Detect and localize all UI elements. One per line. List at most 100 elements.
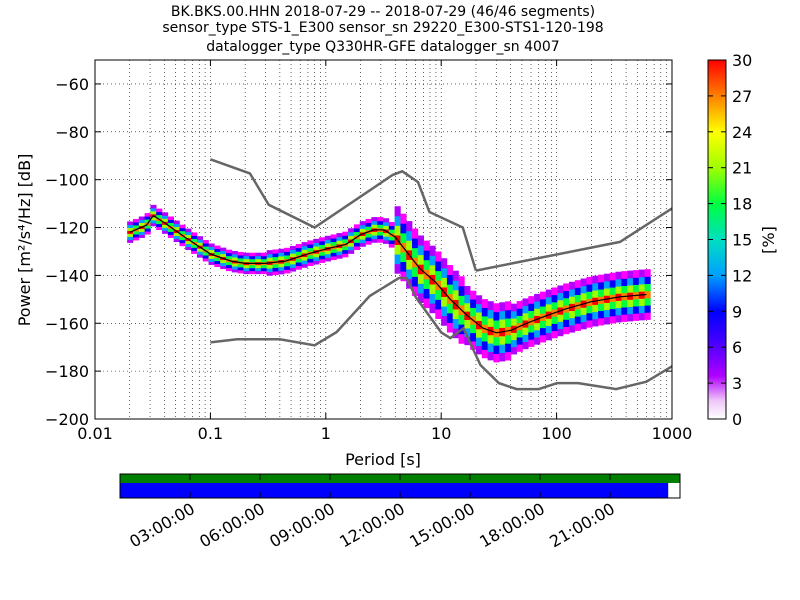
psd-cell xyxy=(179,224,186,229)
psd-cell xyxy=(144,228,151,232)
psd-cell xyxy=(196,239,204,243)
psd-cell xyxy=(272,249,279,254)
colorbar-tick-label: 0 xyxy=(732,410,742,429)
psd-cell xyxy=(609,301,616,310)
psd-cell xyxy=(603,309,611,318)
psd-cell xyxy=(336,254,343,259)
psd-cell xyxy=(510,303,517,312)
noise-model-low-line xyxy=(210,276,672,391)
psd-cell xyxy=(516,336,523,345)
psd-cell xyxy=(342,246,349,251)
psd-cell xyxy=(446,303,454,314)
psd-cell xyxy=(569,317,576,326)
psd-cell xyxy=(470,299,477,308)
psd-cell xyxy=(336,251,343,256)
psd-cell xyxy=(278,266,285,271)
psd-cell xyxy=(481,341,488,350)
psd-cell xyxy=(406,259,413,270)
psd-cell xyxy=(243,255,250,260)
psd-cell xyxy=(394,225,401,236)
psd-cell xyxy=(231,262,238,267)
psd-cell xyxy=(574,308,581,317)
psd-cell xyxy=(609,279,616,288)
x-tick-label: 0.01 xyxy=(77,424,113,443)
psd-cell xyxy=(452,308,459,320)
psd-cell xyxy=(569,296,576,304)
psd-cell xyxy=(586,305,593,314)
psd-cell xyxy=(289,267,297,272)
psd-cell xyxy=(598,317,605,326)
psd-cell xyxy=(330,252,337,257)
psd-cell xyxy=(231,256,238,261)
psd-cell xyxy=(301,249,308,254)
psd-cell xyxy=(127,239,134,243)
psd-cell xyxy=(266,268,273,273)
psd-cell xyxy=(144,219,151,223)
psd-cell xyxy=(441,315,448,326)
psd-cell xyxy=(249,255,256,260)
psd-cell xyxy=(493,353,500,363)
psd-cell xyxy=(243,267,250,272)
psd-cell xyxy=(429,284,436,295)
psd-cell xyxy=(214,260,221,265)
psd-cell xyxy=(185,228,192,233)
psd-cell xyxy=(423,250,430,261)
psd-cell xyxy=(522,341,529,350)
chart-title-line-1: BK.BKS.00.HHN 2018-07-29 -- 2018-07-29 (… xyxy=(171,4,595,20)
psd-cell xyxy=(319,244,326,249)
noise-model-high-lf-line xyxy=(475,207,672,272)
psd-cell xyxy=(481,349,488,359)
psd-cell xyxy=(522,298,529,307)
psd-cell xyxy=(138,234,145,238)
psd-cell xyxy=(179,242,186,247)
psd-cell xyxy=(196,242,204,246)
psd-cell xyxy=(394,244,401,255)
psd-cell xyxy=(324,239,331,244)
psd-cell xyxy=(167,219,174,223)
segment-bar xyxy=(120,483,669,498)
psd-cell xyxy=(400,213,407,224)
psd-cell xyxy=(307,258,314,263)
psd-cell xyxy=(301,260,308,265)
psd-cell xyxy=(249,252,256,257)
psd-cell xyxy=(441,296,448,307)
psd-cell xyxy=(237,266,244,271)
psd-cell xyxy=(632,298,640,307)
colorbar-tick-label: 9 xyxy=(732,302,742,321)
psd-cell xyxy=(638,283,645,292)
psd-cell xyxy=(220,265,227,270)
psd-cell xyxy=(208,258,215,262)
psd-cell xyxy=(423,298,430,309)
psd-cell xyxy=(144,231,151,235)
psd-cell xyxy=(539,327,547,336)
psd-cell xyxy=(220,262,227,267)
psd-cell xyxy=(551,301,558,310)
psd-cell xyxy=(348,246,355,251)
chart-title-line-2: sensor_type STS-1_E300 sensor_sn 29220_E… xyxy=(162,20,603,36)
y-tick-label: −80 xyxy=(55,123,89,142)
psd-cell xyxy=(644,305,651,313)
psd-cell xyxy=(371,238,378,243)
psd-cell xyxy=(208,246,215,250)
psd-cell xyxy=(388,243,395,248)
psd-cell xyxy=(237,251,244,256)
psd-cell xyxy=(179,227,186,232)
psd-cell xyxy=(586,291,593,299)
psd-cell xyxy=(441,306,448,317)
psd-cell xyxy=(470,307,477,317)
psd-cell xyxy=(231,268,238,273)
psd-cell xyxy=(592,311,599,320)
psd-cell xyxy=(615,307,622,316)
psd-cell xyxy=(156,214,163,219)
time-tick-label: 06:00:00 xyxy=(196,499,268,551)
colorbar-tick-label: 12 xyxy=(732,266,752,285)
psd-cell xyxy=(382,221,390,226)
psd-cell xyxy=(348,249,355,254)
psd-cell xyxy=(627,299,634,308)
psd-cell xyxy=(255,267,262,272)
colorbar-tick-label: 30 xyxy=(732,51,752,70)
psd-cell xyxy=(586,284,593,292)
psd-cell xyxy=(377,235,384,240)
psd-cell xyxy=(150,219,157,224)
psd-cell xyxy=(167,228,174,232)
